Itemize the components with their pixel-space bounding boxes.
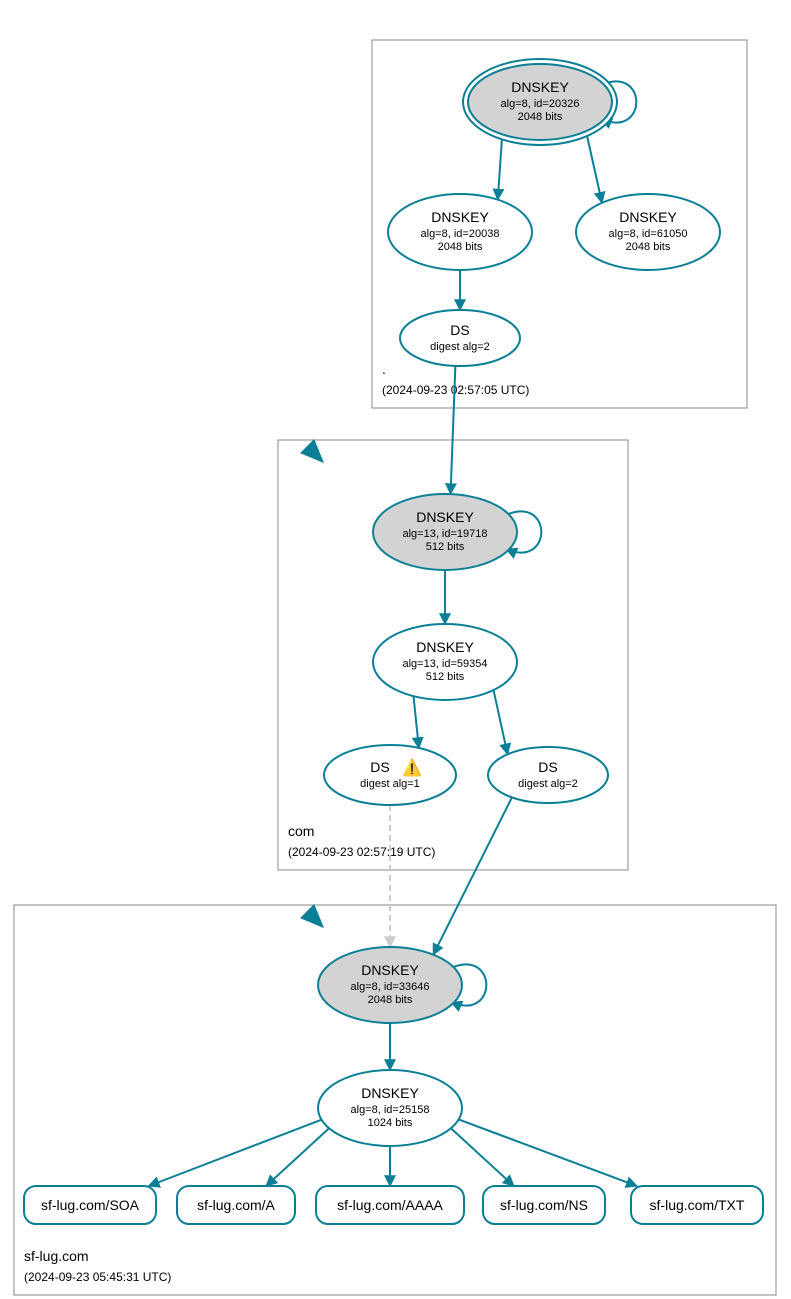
node-root_zsk2-line2: alg=8, id=61050 <box>609 228 688 240</box>
node-com_ds1: DS ⚠️digest alg=1 <box>324 745 456 805</box>
node-root_zsk2-title: DNSKEY <box>619 209 677 225</box>
node-sflug_ksk-line3: 2048 bits <box>368 994 413 1006</box>
node-rr_txt-label: sf-lug.com/TXT <box>650 1197 745 1213</box>
node-rr_soa: sf-lug.com/SOA <box>24 1186 156 1224</box>
node-rr_ns: sf-lug.com/NS <box>483 1186 605 1224</box>
node-root_ds-line2: digest alg=2 <box>430 341 490 353</box>
node-sflug_zsk: DNSKEY alg=8, id=251581024 bits <box>318 1070 462 1146</box>
node-root_ksk-title: DNSKEY <box>511 79 569 95</box>
edge-com_zsk-com_ds2 <box>494 690 508 754</box>
node-root_zsk2: DNSKEY alg=8, id=610502048 bits <box>576 194 720 270</box>
zone-root-timestamp: (2024-09-23 02:57:05 UTC) <box>382 383 529 397</box>
edge-root_ksk-root_zsk2 <box>586 131 602 203</box>
node-com_ksk: DNSKEY alg=13, id=19718512 bits <box>373 494 517 570</box>
node-com_zsk: DNSKEY alg=13, id=59354512 bits <box>373 624 517 700</box>
node-rr_txt: sf-lug.com/TXT <box>631 1186 763 1224</box>
node-root_ksk-line2: alg=8, id=20326 <box>501 98 580 110</box>
node-com_ds1-line2: digest alg=1 <box>360 778 420 790</box>
node-com_zsk-title: DNSKEY <box>416 639 474 655</box>
zone-com-timestamp: (2024-09-23 02:57:19 UTC) <box>288 845 435 859</box>
zone-pointer-icon <box>300 439 331 470</box>
node-com_ksk-title: DNSKEY <box>416 509 474 525</box>
node-sflug_zsk-title: DNSKEY <box>361 1085 419 1101</box>
node-root_zsk1-title: DNSKEY <box>431 209 489 225</box>
edge-sflug_zsk-rr_soa <box>149 1120 322 1186</box>
node-rr_soa-label: sf-lug.com/SOA <box>41 1197 140 1213</box>
node-com_ds2: DS digest alg=2 <box>488 747 608 803</box>
node-root_ds-title: DS <box>450 322 469 338</box>
edge-root_ksk-root_zsk1 <box>498 134 503 199</box>
edge-sflug_zsk-rr_txt <box>459 1119 637 1186</box>
node-sflug_ksk-title: DNSKEY <box>361 962 419 978</box>
node-root_ds: DS digest alg=2 <box>400 310 520 366</box>
node-com_zsk-line2: alg=13, id=59354 <box>402 658 487 670</box>
zone-com-label: com <box>288 823 314 839</box>
nodes-layer: DNSKEYalg=8, id=203262048 bitsDNSKEYalg=… <box>24 59 763 1224</box>
zone-pointer-icon <box>300 904 331 935</box>
node-root_ksk: DNSKEY alg=8, id=203262048 bits <box>463 59 617 145</box>
edge-com_zsk-com_ds1 <box>413 696 418 748</box>
node-root_zsk1-line3: 2048 bits <box>438 241 483 253</box>
node-rr_aaaa: sf-lug.com/AAAA <box>316 1186 464 1224</box>
node-root_zsk1: DNSKEY alg=8, id=200382048 bits <box>388 194 532 270</box>
node-com_ds1-title: DS <box>370 759 389 775</box>
node-com_zsk-line3: 512 bits <box>426 671 465 683</box>
node-sflug_zsk-line2: alg=8, id=25158 <box>351 1104 430 1116</box>
zone-sflug-timestamp: (2024-09-23 05:45:31 UTC) <box>24 1270 171 1284</box>
zone-root-label: . <box>382 361 386 377</box>
node-com_ds2-line2: digest alg=2 <box>518 778 578 790</box>
edge-com_ds2-sflug_ksk <box>433 797 512 954</box>
node-rr_aaaa-label: sf-lug.com/AAAA <box>337 1197 443 1213</box>
node-rr_ns-label: sf-lug.com/NS <box>500 1197 588 1213</box>
node-rr_a-label: sf-lug.com/A <box>197 1197 275 1213</box>
node-sflug_zsk-line3: 1024 bits <box>368 1117 413 1129</box>
warning-icon: ⚠️ <box>402 758 422 777</box>
node-root_zsk1-line2: alg=8, id=20038 <box>421 228 500 240</box>
node-rr_a: sf-lug.com/A <box>177 1186 295 1224</box>
node-root_ksk-line3: 2048 bits <box>518 111 563 123</box>
node-sflug_ksk-line2: alg=8, id=33646 <box>351 981 430 993</box>
node-com_ksk-line3: 512 bits <box>426 541 465 553</box>
node-com_ksk-line2: alg=13, id=19718 <box>402 528 487 540</box>
zone-sflug-label: sf-lug.com <box>24 1248 89 1264</box>
node-sflug_ksk: DNSKEY alg=8, id=336462048 bits <box>318 947 462 1023</box>
node-com_ds2-title: DS <box>538 759 557 775</box>
node-root_zsk2-line3: 2048 bits <box>626 241 671 253</box>
